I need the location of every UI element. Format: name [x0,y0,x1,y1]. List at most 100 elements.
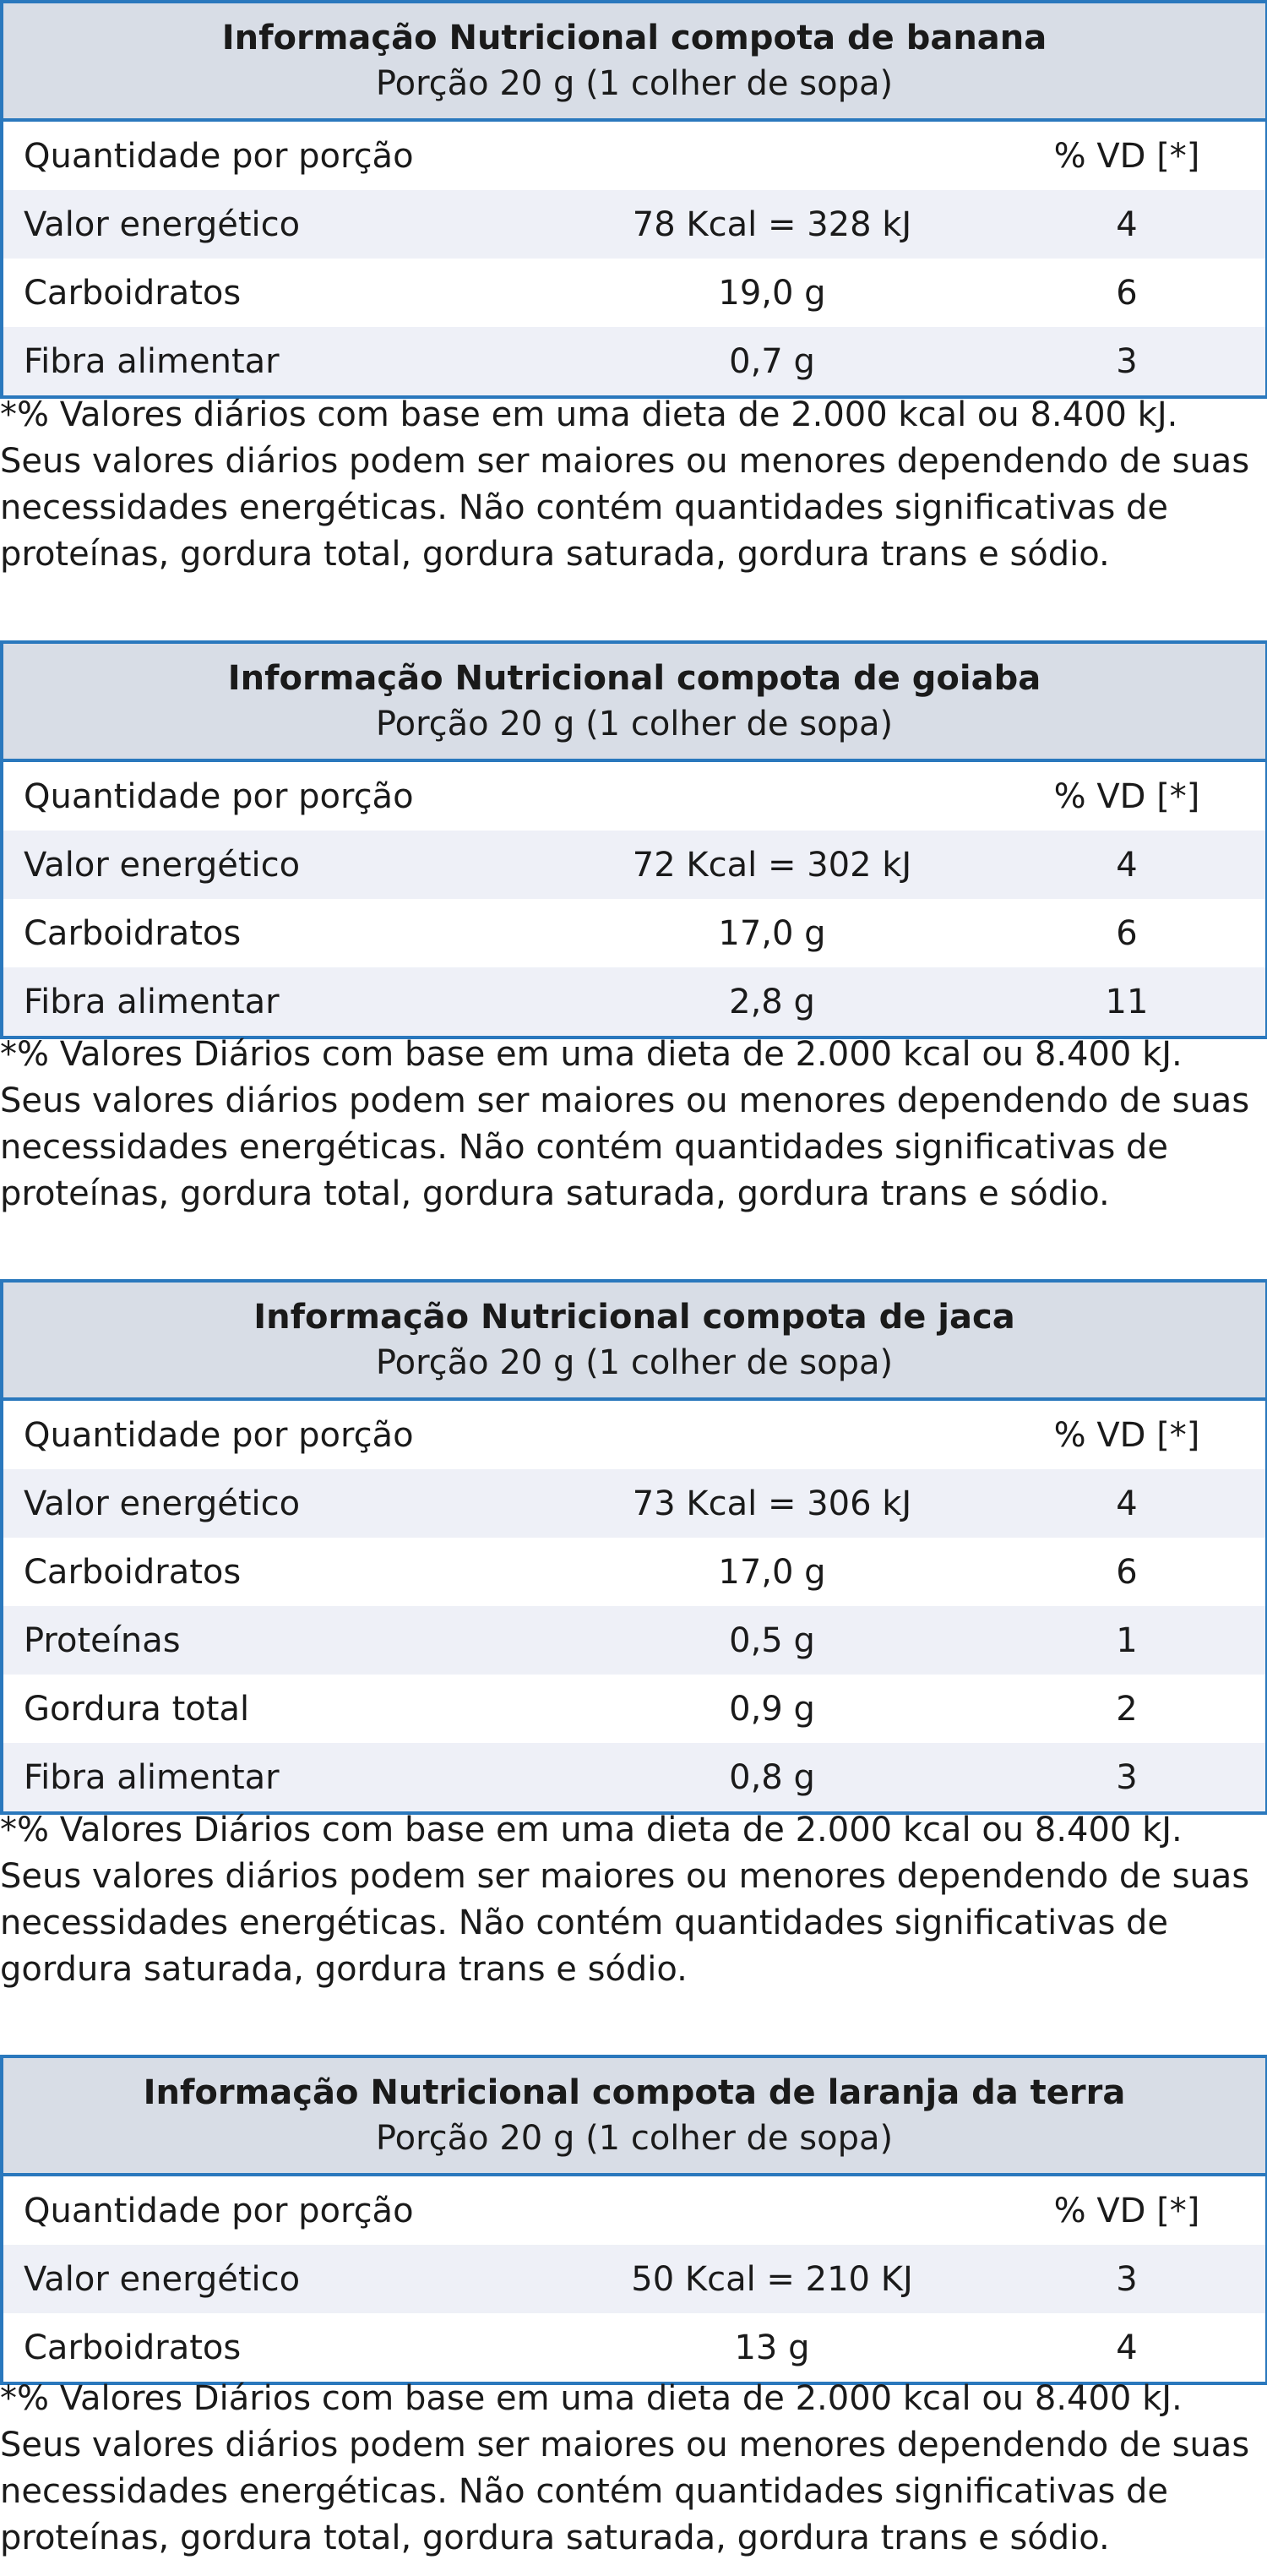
nutrient-name: Fibra alimentar [24,1757,280,1797]
table-header: Informação Nutricional compota de jaca P… [3,1283,1265,1401]
nutrient-name: Carboidratos [24,1552,242,1592]
table-row: Fibra alimentar 2,8 g 11 [3,967,1265,1036]
footnote-line: *% Valores diários com base em uma dieta… [0,395,1178,434]
nutrient-name: Carboidratos [24,273,242,313]
nutrition-table-jaca: Informação Nutricional compota de jaca P… [0,1279,1267,1815]
nutrient-amount: 73 Kcal = 306 kJ [632,1484,912,1523]
table-row: Valor energético 50 Kcal = 210 KJ 3 [3,2245,1265,2313]
table-row: Carboidratos 13 g 4 [3,2313,1265,2382]
nutrient-vd: 6 [1116,1552,1138,1592]
footnote: *% Valores Diários com base em uma dieta… [0,1032,1267,1217]
column-header-row: Quantidade por porção % VD [*] [3,762,1265,831]
table-portion: Porção 20 g (1 colher de sopa) [375,705,894,743]
nutrient-name: Fibra alimentar [24,341,280,381]
footnote-line: Seus valores diários podem ser maiores o… [0,1081,1250,1120]
footnote: *% Valores Diários com base em uma dieta… [0,2376,1267,2562]
nutrient-name: Gordura total [24,1689,250,1729]
table-portion: Porção 20 g (1 colher de sopa) [375,2119,894,2158]
nutrient-amount: 0,5 g [729,1620,815,1660]
nutrient-name: Valor energético [24,2259,301,2299]
nutrient-amount: 50 Kcal = 210 KJ [631,2259,913,2299]
nutrient-amount: 13 g [734,2328,810,2367]
nutrient-vd: 1 [1116,1620,1138,1660]
footnote-line: necessidades energéticas. Não contém qua… [0,1128,1169,1167]
table-row: Fibra alimentar 0,7 g 3 [3,327,1265,395]
nutrient-vd: 4 [1116,1484,1138,1523]
table-row: Proteínas 0,5 g 1 [3,1606,1265,1675]
nutrient-vd: 3 [1116,1757,1138,1797]
footnote-line: *% Valores Diários com base em uma dieta… [0,2379,1183,2418]
table-header: Informação Nutricional compota de banana… [3,3,1265,122]
column-header-vd: % VD [*] [1053,136,1200,176]
column-header-quantity: Quantidade por porção [24,2191,414,2230]
column-header-vd: % VD [*] [1053,776,1200,816]
footnote-line: proteínas, gordura total, gordura satura… [0,2519,1110,2557]
nutrient-name: Valor energético [24,1484,301,1523]
table-title: Informação Nutricional compota de banana [221,19,1047,57]
table-portion: Porção 20 g (1 colher de sopa) [375,1343,894,1382]
table-row: Fibra alimentar 0,8 g 3 [3,1743,1265,1811]
footnote-line: Seus valores diários podem ser maiores o… [0,442,1250,481]
column-header-quantity: Quantidade por porção [24,1415,414,1455]
footnote-line: *% Valores Diários com base em uma dieta… [0,1035,1183,1074]
nutrient-amount: 72 Kcal = 302 kJ [632,845,912,885]
column-header-row: Quantidade por porção % VD [*] [3,122,1265,190]
table-header: Informação Nutricional compota de goiaba… [3,644,1265,762]
nutrient-vd: 11 [1105,982,1149,1021]
nutrient-vd: 6 [1116,913,1138,953]
nutrient-amount: 17,0 g [718,1552,826,1592]
table-title: Informação Nutricional compota de jaca [253,1298,1015,1337]
table-row: Valor energético 72 Kcal = 302 kJ 4 [3,831,1265,899]
column-header-quantity: Quantidade por porção [24,776,414,816]
footnote-line: Seus valores diários podem ser maiores o… [0,1857,1250,1896]
footnote-line: proteínas, gordura total, gordura satura… [0,1174,1110,1213]
table-header: Informação Nutricional compota de laranj… [3,2058,1265,2176]
column-header-row: Quantidade por porção % VD [*] [3,2176,1265,2245]
table-row: Carboidratos 17,0 g 6 [3,899,1265,967]
table-title: Informação Nutricional compota de laranj… [143,2073,1126,2112]
nutrition-table-goiaba: Informação Nutricional compota de goiaba… [0,640,1267,1039]
nutrient-vd: 2 [1116,1689,1138,1729]
nutrient-name: Valor energético [24,845,301,885]
footnote-line: *% Valores Diários com base em uma dieta… [0,1811,1183,1849]
column-header-vd: % VD [*] [1053,2191,1200,2230]
nutrient-amount: 19,0 g [718,273,826,313]
nutrient-amount: 2,8 g [729,982,815,1021]
nutrient-name: Fibra alimentar [24,982,280,1021]
table-row: Carboidratos 19,0 g 6 [3,259,1265,327]
column-header-quantity: Quantidade por porção [24,136,414,176]
footnote: *% Valores diários com base em uma dieta… [0,392,1267,578]
nutrient-name: Valor energético [24,204,301,244]
footnote-line: necessidades energéticas. Não contém qua… [0,488,1169,527]
column-header-vd: % VD [*] [1053,1415,1200,1455]
nutrient-amount: 0,8 g [729,1757,815,1797]
nutrient-amount: 17,0 g [718,913,826,953]
table-row: Gordura total 0,9 g 2 [3,1675,1265,1743]
nutrient-vd: 6 [1116,273,1138,313]
nutrient-vd: 4 [1116,204,1138,244]
nutrition-table-laranja-da-terra: Informação Nutricional compota de laranj… [0,2055,1267,2385]
footnote-line: gordura saturada, gordura trans e sódio. [0,1950,688,1989]
nutrient-name: Proteínas [24,1620,181,1660]
nutrient-amount: 0,7 g [729,341,815,381]
footnote-line: Seus valores diários podem ser maiores o… [0,2426,1250,2464]
table-row: Carboidratos 17,0 g 6 [3,1538,1265,1606]
nutrient-name: Carboidratos [24,913,242,953]
nutrient-vd: 4 [1116,845,1138,885]
nutrient-name: Carboidratos [24,2328,242,2367]
nutrient-vd: 4 [1116,2328,1138,2367]
table-title: Informação Nutricional compota de goiaba [227,659,1041,698]
nutrient-amount: 78 Kcal = 328 kJ [632,204,912,244]
nutrition-table-banana: Informação Nutricional compota de banana… [0,0,1267,399]
table-row: Valor energético 78 Kcal = 328 kJ 4 [3,190,1265,259]
table-row: Valor energético 73 Kcal = 306 kJ 4 [3,1469,1265,1538]
footnote-line: necessidades energéticas. Não contém qua… [0,1903,1169,1942]
footnote-line: necessidades energéticas. Não contém qua… [0,2472,1169,2511]
nutrient-vd: 3 [1116,341,1138,381]
footnote-line: proteínas, gordura total, gordura satura… [0,535,1110,574]
nutrient-amount: 0,9 g [729,1689,815,1729]
column-header-row: Quantidade por porção % VD [*] [3,1401,1265,1469]
footnote: *% Valores Diários com base em uma dieta… [0,1807,1267,1993]
nutrient-vd: 3 [1116,2259,1138,2299]
table-portion: Porção 20 g (1 colher de sopa) [375,64,894,103]
